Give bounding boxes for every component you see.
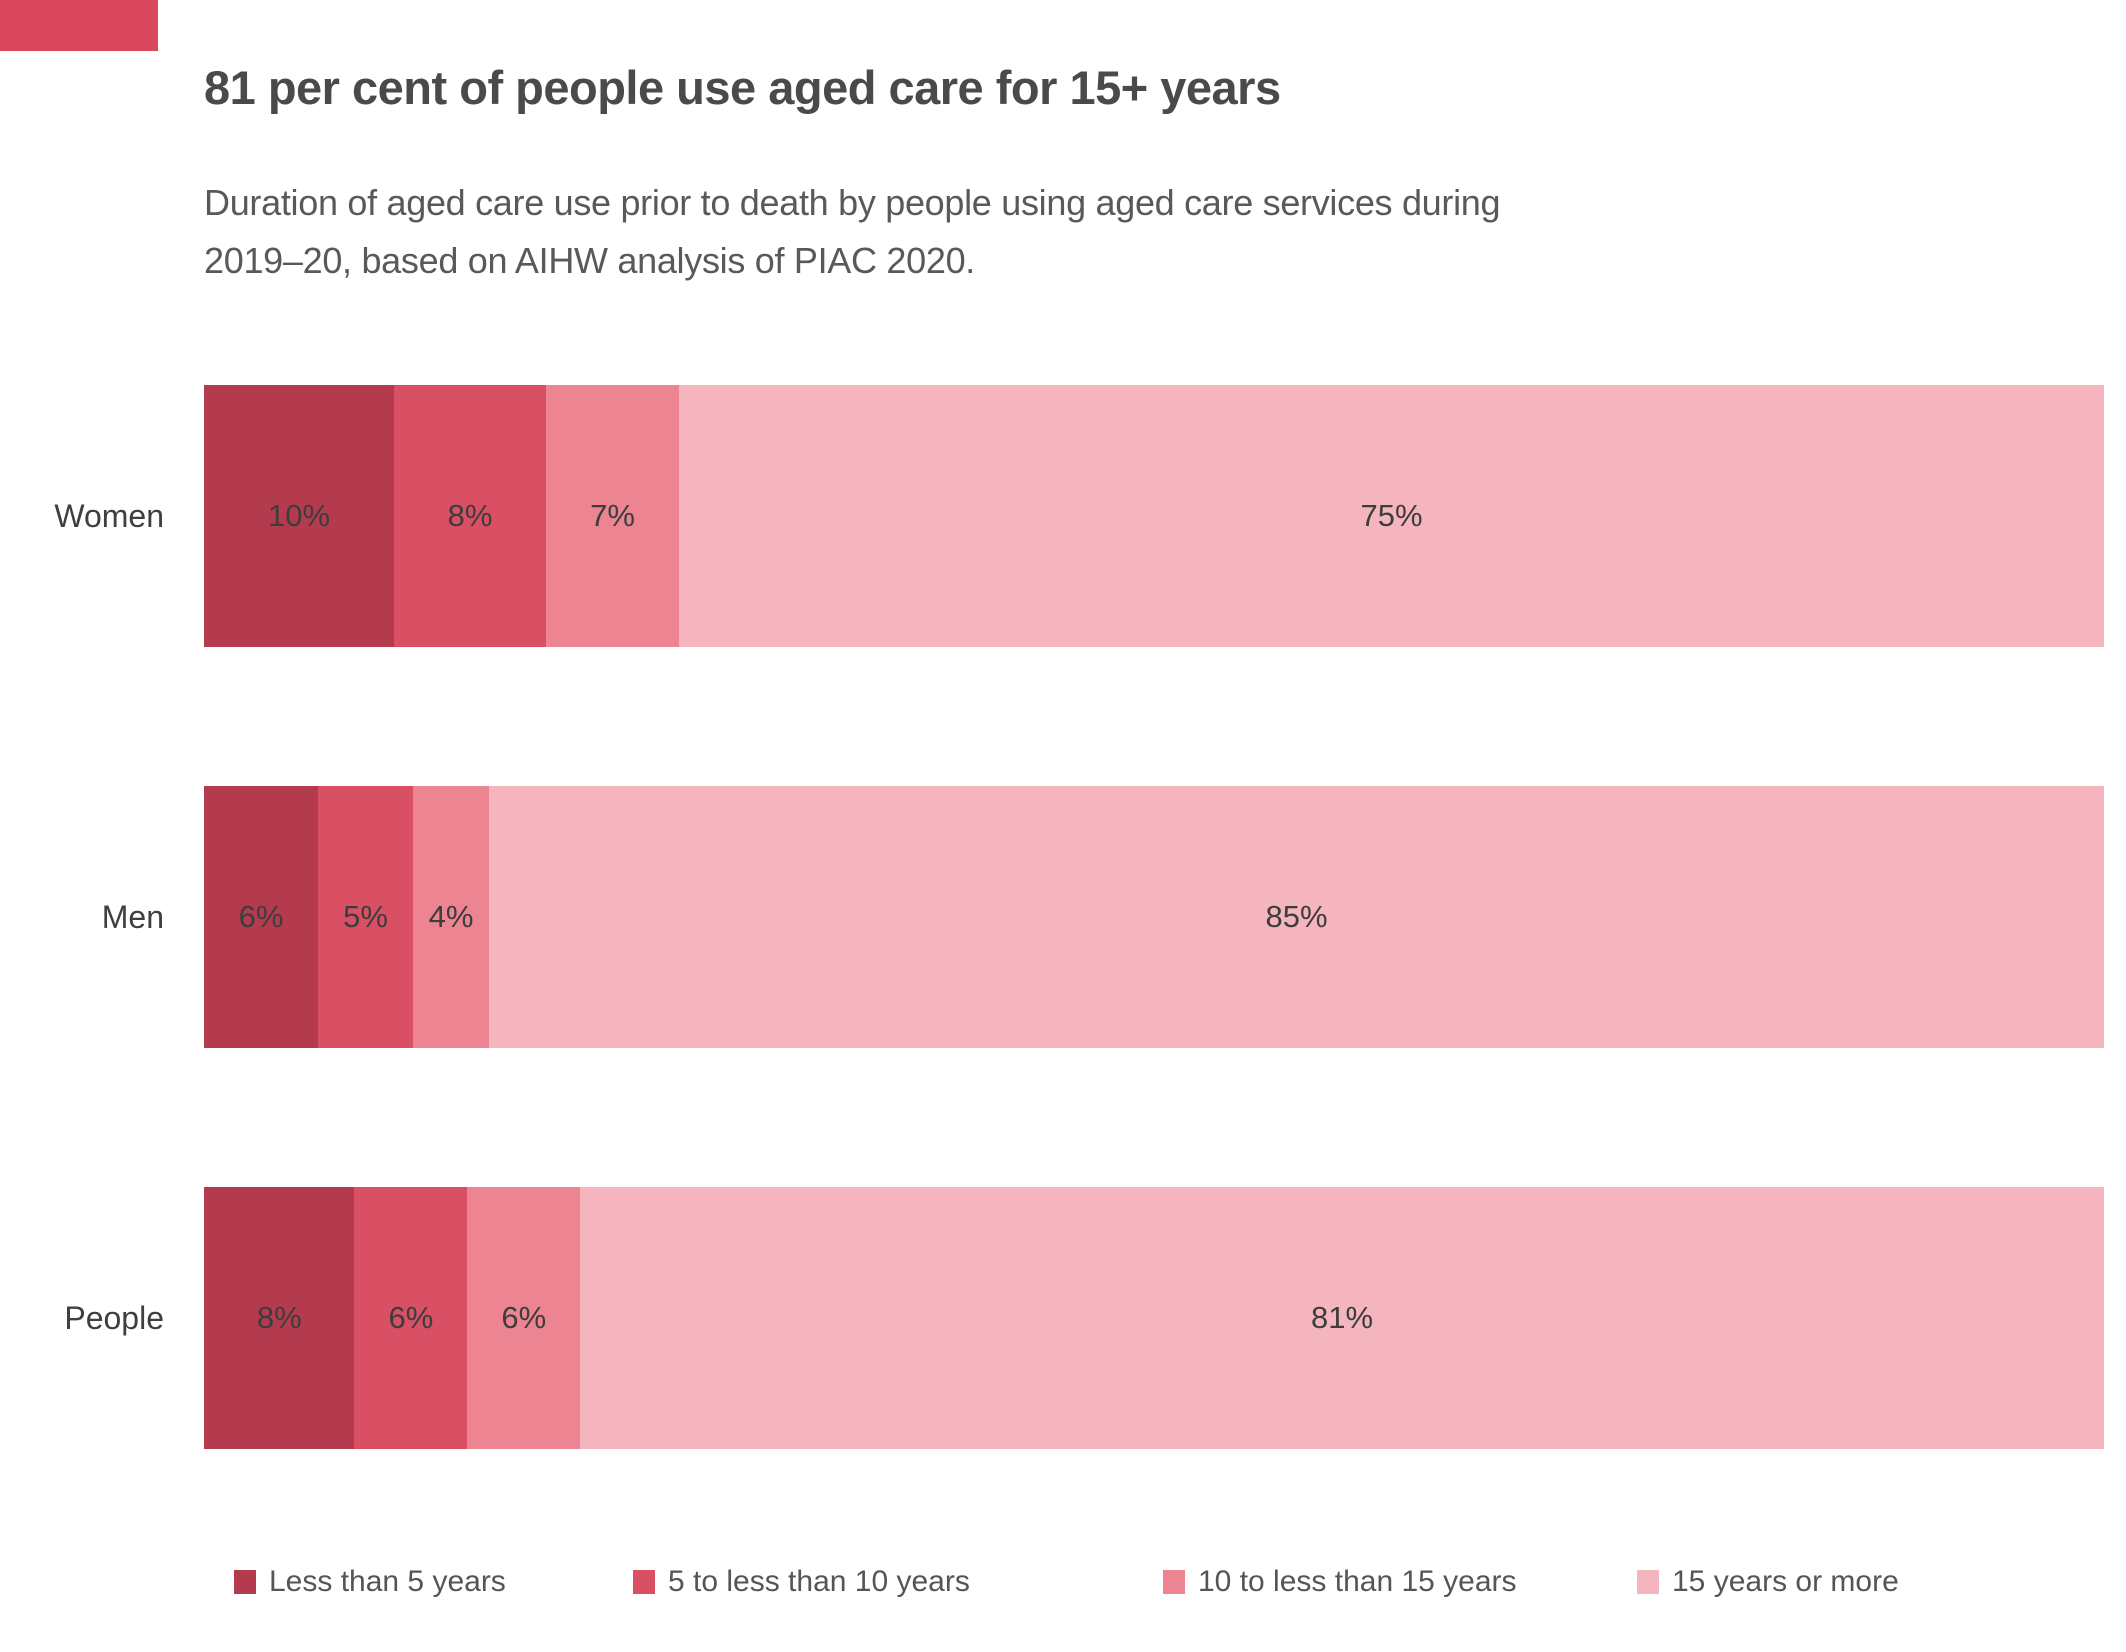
- chart-row-men: Men 6% 5% 4% 85%: [0, 786, 2104, 1048]
- segment-women-15-years-or-more: 75%: [679, 385, 2104, 647]
- corner-accent-block: [0, 0, 158, 51]
- legend-label-10-to-less-than-15-years: 10 to less than 15 years: [1198, 1565, 1517, 1598]
- chart-legend: Less than 5 years 5 to less than 10 years…: [0, 1558, 2126, 1606]
- legend-label-15-years-or-more: 15 years or more: [1672, 1565, 1899, 1598]
- legend-item-10-to-less-than-15-years: 10 to less than 15 years: [1163, 1558, 1517, 1606]
- chart-subtitle-line-1: Duration of aged care use prior to death…: [204, 182, 1501, 223]
- segment-value-label: 6%: [501, 1300, 547, 1335]
- segment-men-5-to-less-than-10-years: 5%: [318, 786, 413, 1048]
- legend-label-less-than-5-years: Less than 5 years: [269, 1565, 506, 1598]
- segment-value-label: 8%: [256, 1300, 302, 1335]
- segment-value-label: 85%: [1265, 899, 1328, 934]
- chart-subtitle-line-2: 2019–20, based on AIHW analysis of PIAC …: [204, 240, 975, 282]
- segment-value-label: 4%: [428, 899, 474, 934]
- segment-value-label: 6%: [238, 899, 284, 934]
- segment-women-10-to-less-than-15-years: 7%: [546, 385, 679, 647]
- legend-label-5-to-less-than-10-years: 5 to less than 10 years: [668, 1565, 970, 1598]
- segment-value-label: 81%: [1311, 1300, 1374, 1335]
- legend-swatch-15-years-or-more: [1637, 1570, 1659, 1594]
- segment-value-label: 6%: [388, 1300, 434, 1335]
- segment-women-5-to-less-than-10-years: 8%: [394, 385, 546, 647]
- category-label-people: People: [64, 1299, 164, 1336]
- stacked-bar-people: 8% 6% 6% 81%: [204, 1187, 2104, 1449]
- segment-value-label: 5%: [343, 899, 388, 934]
- chart-subtitle: Duration of aged care use prior to death…: [204, 174, 1904, 291]
- chart-title: 81 per cent of people use aged care for …: [204, 61, 1281, 114]
- legend-swatch-10-to-less-than-15-years: [1163, 1570, 1185, 1594]
- segment-value-label: 75%: [1360, 498, 1423, 533]
- legend-item-5-to-less-than-10-years: 5 to less than 10 years: [633, 1558, 970, 1606]
- segment-people-10-to-less-than-15-years: 6%: [467, 1187, 581, 1449]
- segment-people-5-to-less-than-10-years: 6%: [354, 1187, 468, 1449]
- chart-row-women: Women 10% 8% 7% 75%: [0, 385, 2104, 647]
- segment-value-label: 7%: [590, 498, 635, 533]
- segment-men-15-years-or-more: 85%: [489, 786, 2104, 1048]
- segment-value-label: 8%: [447, 498, 493, 533]
- chart-row-people: People 8% 6% 6% 81%: [0, 1187, 2104, 1449]
- segment-men-less-than-5-years: 6%: [204, 786, 318, 1048]
- legend-item-15-years-or-more: 15 years or more: [1637, 1558, 1899, 1606]
- segment-men-10-to-less-than-15-years: 4%: [413, 786, 489, 1048]
- segment-people-less-than-5-years: 8%: [204, 1187, 355, 1449]
- stacked-bar-women: 10% 8% 7% 75%: [204, 385, 2104, 647]
- category-label-women: Women: [54, 497, 164, 534]
- legend-swatch-less-than-5-years: [234, 1570, 256, 1594]
- segment-value-label: 10%: [267, 498, 331, 533]
- stacked-bar-chart: Women 10% 8% 7% 75% Men 6% 5% 4% 85% People 8% 6% 6% 8…: [0, 385, 2104, 1449]
- stacked-bar-men: 6% 5% 4% 85%: [204, 786, 2104, 1048]
- category-label-men: Men: [101, 898, 164, 935]
- legend-swatch-5-to-less-than-10-years: [633, 1570, 655, 1594]
- legend-item-less-than-5-years: Less than 5 years: [234, 1558, 506, 1606]
- segment-people-15-years-or-more: 81%: [580, 1187, 2104, 1449]
- segment-women-less-than-5-years: 10%: [204, 385, 394, 647]
